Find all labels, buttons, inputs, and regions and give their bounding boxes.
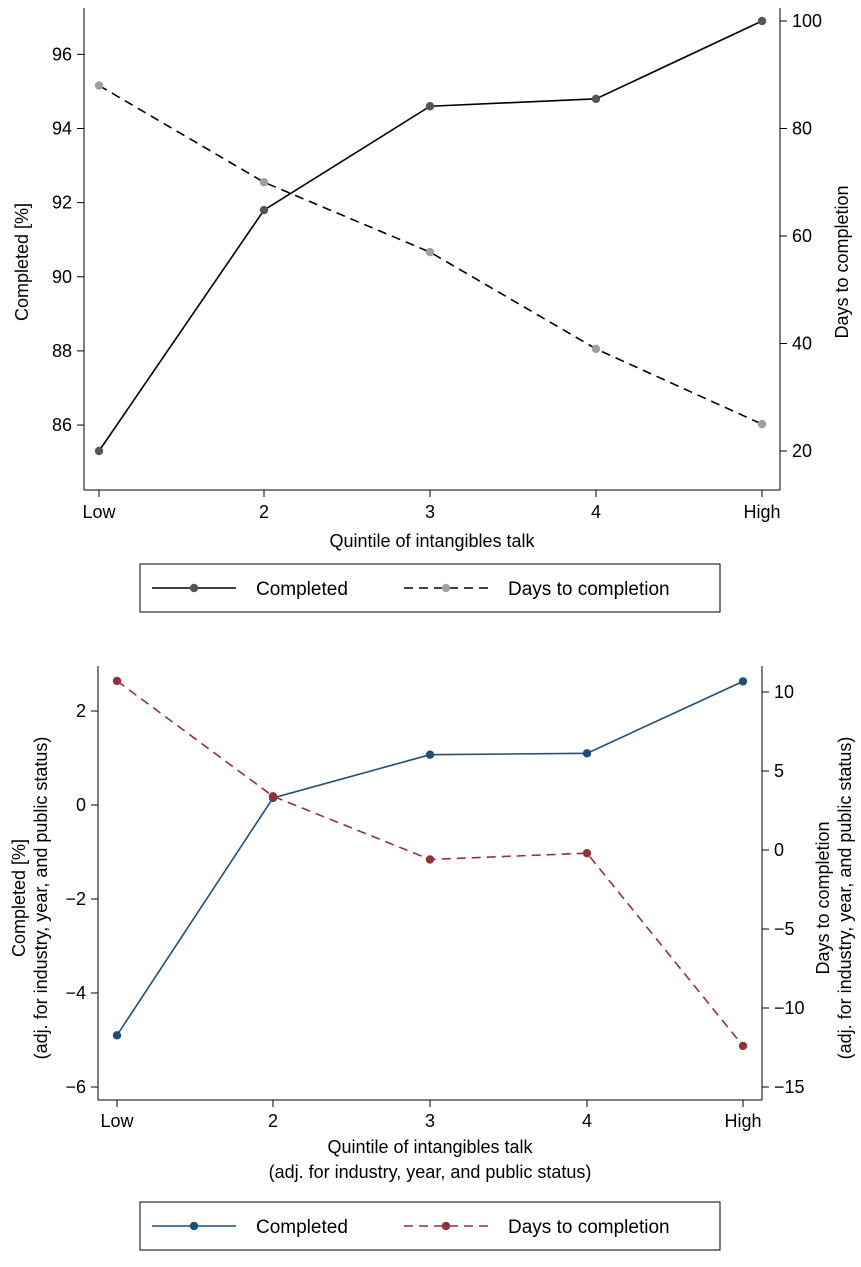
data-point	[582, 749, 592, 758]
y-right-tick-label: −15	[774, 1077, 805, 1097]
legend-box	[139, 563, 721, 613]
y-left-tick-label: 2	[76, 701, 86, 721]
y-left-axis-title: Completed [%]	[9, 839, 29, 957]
x-tick-label: Low	[82, 502, 116, 522]
x-axis-subtitle: (adj. for industry, year, and public sta…	[269, 1162, 592, 1182]
y-left-tick-label: −4	[65, 983, 86, 1003]
data-point	[425, 750, 435, 759]
y-right-tick-label: 80	[792, 119, 812, 139]
data-point	[112, 676, 122, 686]
data-point	[738, 1041, 748, 1051]
y-left-tick-label: 94	[52, 119, 72, 139]
y-left-axis-subtitle: (adj. for industry, year, and public sta…	[31, 737, 51, 1060]
data-point	[268, 792, 278, 801]
chart-2: Low 2 3 4 High −6 −4 −2 0 2 −15 −10 −5 0 5 10 Quintile o…	[9, 666, 855, 1251]
x-tick-label: High	[743, 502, 780, 522]
legend-label: Completed	[256, 1217, 348, 1238]
y-right-axis-title: Days to completion	[832, 185, 852, 338]
series-line	[98, 20, 763, 452]
legend-box	[139, 1201, 721, 1251]
data-point	[94, 81, 104, 90]
legend: Completed Days to completion	[139, 1201, 721, 1251]
data-point	[425, 102, 435, 111]
y-left-tick-label: 90	[52, 267, 72, 287]
x-tick-label: 2	[268, 1111, 278, 1131]
y-left-tick-label: 88	[52, 341, 72, 361]
data-point	[591, 344, 601, 354]
data-point	[259, 205, 269, 215]
y-left-tick-label: 92	[52, 193, 72, 213]
data-point	[757, 419, 767, 429]
y-right-tick-label: 60	[792, 226, 812, 246]
y-right-tick-label: 20	[792, 441, 812, 461]
legend-label: Days to completion	[508, 579, 670, 600]
y-right-tick-label: 40	[792, 334, 812, 354]
legend-swatch-marker	[189, 583, 199, 593]
x-tick-label: High	[724, 1111, 761, 1131]
data-point	[259, 178, 269, 187]
y-right-tick-label: −10	[774, 998, 805, 1018]
data-point	[112, 1031, 122, 1040]
x-tick-label: Low	[100, 1111, 134, 1131]
data-point	[582, 848, 592, 858]
y-left-tick-label: 96	[52, 44, 72, 64]
series-days-to-completion	[112, 676, 748, 1051]
data-point	[738, 677, 748, 686]
y-left-tick-label: 0	[76, 795, 86, 815]
legend-swatch-marker	[189, 1221, 199, 1231]
data-point	[757, 16, 767, 26]
x-tick-label: 3	[425, 1111, 435, 1131]
y-left-tick-label: 86	[52, 415, 72, 435]
data-point	[591, 94, 601, 104]
data-point	[425, 247, 435, 257]
y-right-axis-title: Days to completion	[813, 821, 833, 974]
series-line	[98, 84, 763, 425]
data-point	[94, 446, 104, 456]
y-left-axis-title: Completed [%]	[12, 203, 32, 321]
y-right-axis-subtitle: (adj. for industry, year, and public sta…	[835, 737, 855, 1060]
y-left-tick-label: −6	[65, 1077, 86, 1097]
legend-swatch-marker	[441, 583, 451, 593]
y-right-tick-label: 100	[792, 11, 822, 31]
x-tick-label: 3	[425, 502, 435, 522]
chart-1: Low 2 3 4 High 86 88 90 92 94 96 20 40 60 80 100 Quintil…	[12, 8, 852, 613]
series-days-to-completion	[94, 81, 767, 429]
y-right-tick-label: 5	[774, 761, 784, 781]
x-tick-label: 4	[582, 1111, 592, 1131]
legend-label: Days to completion	[508, 1217, 670, 1238]
x-tick-label: 2	[259, 502, 269, 522]
series-completed	[94, 16, 767, 456]
legend-label: Completed	[256, 579, 348, 600]
y-left-tick-label: −2	[65, 889, 86, 909]
y-right-tick-label: 0	[774, 840, 784, 860]
x-axis-title: Quintile of intangibles talk	[329, 531, 535, 551]
data-point	[425, 855, 435, 864]
x-tick-label: 4	[591, 502, 601, 522]
x-axis-title: Quintile of intangibles talk	[327, 1137, 533, 1157]
y-right-tick-label: −5	[774, 919, 795, 939]
legend-swatch-marker	[441, 1221, 451, 1231]
y-right-tick-label: 10	[774, 682, 794, 702]
legend: Completed Days to completion	[139, 563, 721, 613]
